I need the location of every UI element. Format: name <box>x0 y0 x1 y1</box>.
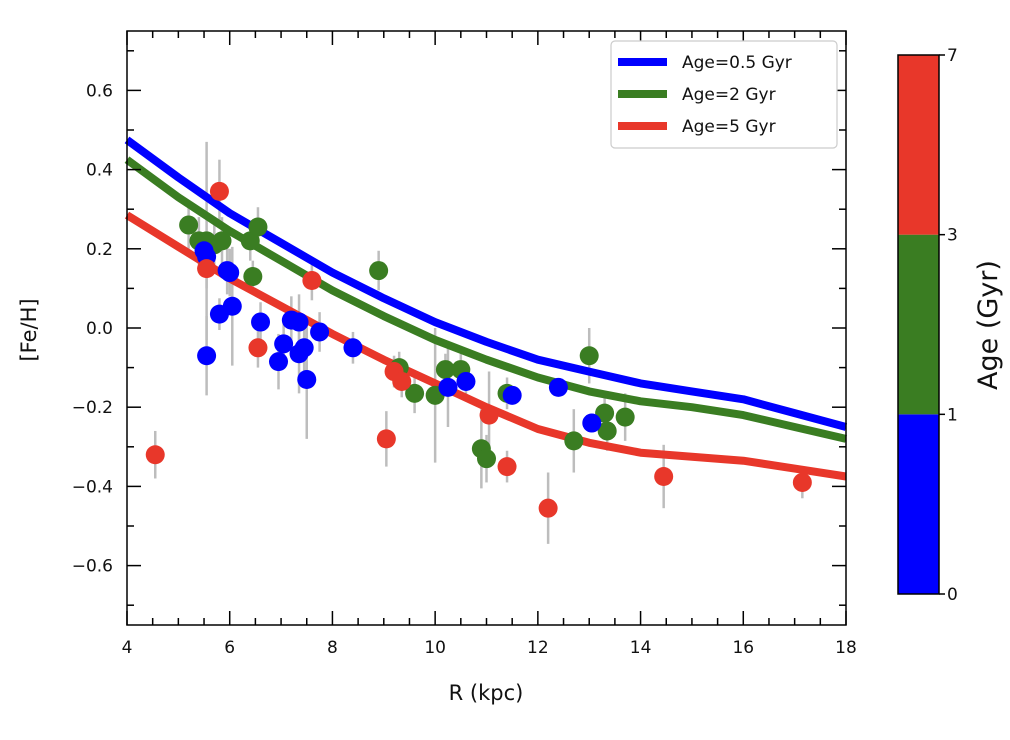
legend-entry: Age=0.5 Gyr <box>682 53 792 73</box>
colorbar-segment <box>898 234 939 415</box>
data-point-red <box>392 371 412 391</box>
y-tick-label: 0.6 <box>86 81 113 101</box>
data-point-red <box>654 467 674 486</box>
x-tick-label: 10 <box>424 638 446 658</box>
data-point-green <box>179 215 199 235</box>
colorbar-title: Age (Gyr) <box>973 260 1004 390</box>
legend-entry: Age=2 Gyr <box>682 85 776 105</box>
data-point-green <box>477 449 496 469</box>
data-point-blue <box>289 312 309 332</box>
x-tick-label: 18 <box>835 638 857 658</box>
data-point-red <box>145 445 165 465</box>
data-point-green <box>564 431 584 451</box>
colorbar-tick-label: 7 <box>947 46 958 66</box>
data-point-blue <box>343 338 363 358</box>
colorbar-frame <box>897 54 940 595</box>
data-point-red <box>197 259 217 279</box>
data-point-green <box>595 403 615 423</box>
colorbar-tick-label: 3 <box>947 226 958 246</box>
x-tick-label: 8 <box>327 638 338 658</box>
x-tick-label: 6 <box>224 638 235 658</box>
data-point-blue <box>502 385 522 405</box>
data-point-red <box>376 429 396 449</box>
data-point-blue <box>294 338 314 358</box>
colorbar: 0 1 3 7 <box>897 46 958 605</box>
data-point-green <box>615 407 635 427</box>
x-axis-title: R (kpc) <box>449 681 524 705</box>
data-point-red <box>479 405 499 425</box>
colorbar-tick-label: 1 <box>947 405 958 425</box>
y-tick-label: −0.6 <box>72 557 113 577</box>
data-point-green <box>369 261 389 281</box>
data-point-red <box>497 457 517 477</box>
x-tick-label: 16 <box>732 638 754 658</box>
y-tick-label: −0.4 <box>72 477 113 497</box>
data-point-blue <box>548 377 568 397</box>
points-layer <box>145 181 812 518</box>
x-tick-label: 14 <box>630 638 652 658</box>
data-point-green <box>405 383 425 403</box>
data-point-green <box>435 360 455 380</box>
legend-entry: Age=5 Gyr <box>682 117 776 137</box>
y-tick-label: −0.2 <box>72 398 113 418</box>
data-point-red <box>792 472 812 492</box>
axes-layer: 4 6 8 10 12 14 16 18 −0.6 −0.4 −0.2 0.0 0.2 0.4 0.6 <box>72 30 857 658</box>
data-point-green <box>243 267 263 287</box>
data-point-red <box>248 338 268 358</box>
data-point-red <box>209 181 229 201</box>
x-tick-label: 12 <box>527 638 549 658</box>
data-point-red <box>538 498 558 518</box>
data-point-blue <box>269 352 289 372</box>
data-point-green <box>597 421 617 441</box>
data-point-blue <box>438 377 458 397</box>
data-point-blue <box>220 263 240 283</box>
data-point-blue <box>582 413 602 433</box>
y-tick-label: 0.4 <box>86 161 113 181</box>
data-point-blue <box>222 296 242 316</box>
colorbar-segment <box>898 55 939 235</box>
y-tick-label: 0.0 <box>86 319 113 339</box>
data-point-green <box>579 346 599 366</box>
data-point-blue <box>197 346 217 366</box>
colorbar-segment <box>898 414 939 594</box>
data-point-blue <box>251 312 271 332</box>
model-line-1 <box>124 136 848 431</box>
data-point-green <box>212 231 232 251</box>
data-point-green <box>248 217 268 237</box>
data-point-blue <box>456 371 476 391</box>
data-point-blue <box>297 369 317 389</box>
colorbar-tick-label: 0 <box>947 585 958 605</box>
legend-box <box>610 40 838 149</box>
data-point-red <box>302 270 322 290</box>
data-point-blue <box>310 322 330 342</box>
x-tick-label: 4 <box>122 638 133 658</box>
data-point-blue <box>274 334 294 354</box>
legend: Age=0.5 Gyr Age=2 Gyr Age=5 Gyr <box>610 40 838 149</box>
data-point-green <box>240 231 260 251</box>
y-axis-title: [Fe/H] <box>17 298 41 361</box>
y-tick-label: 0.2 <box>86 240 113 260</box>
